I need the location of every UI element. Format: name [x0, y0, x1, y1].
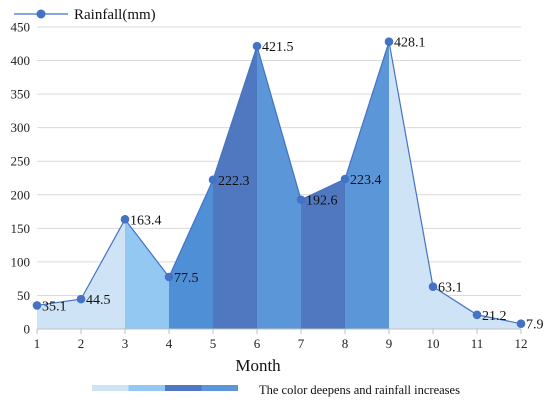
note-swatch-4	[201, 385, 238, 391]
x-tick-label-11: 11	[471, 336, 484, 351]
y-tick-label-50: 50	[17, 288, 30, 303]
color-note: The color deepens and rainfall increases	[92, 383, 460, 397]
area-segment-5	[213, 46, 257, 329]
data-point-7	[296, 195, 306, 205]
area-segment-4	[169, 179, 213, 329]
data-point-3	[120, 215, 130, 224]
area-segment-6	[257, 46, 301, 329]
area-segment-3	[125, 219, 169, 329]
x-tick-label-7: 7	[298, 336, 305, 351]
y-tick-label-250: 250	[11, 154, 31, 169]
data-label-11: 21.2	[482, 309, 507, 324]
x-tick-label-6: 6	[254, 336, 261, 351]
x-tick-label-3: 3	[122, 336, 129, 351]
data-point-1	[32, 301, 42, 310]
area-segment-9	[389, 41, 433, 330]
y-tick-label-200: 200	[11, 187, 31, 202]
data-label-3: 163.4	[130, 213, 162, 228]
data-label-8: 223.4	[350, 173, 382, 188]
data-point-11	[472, 310, 482, 320]
data-point-8	[340, 174, 350, 184]
x-tick-label-2: 2	[78, 336, 85, 351]
data-label-9: 428.1	[394, 36, 426, 51]
area-segment-11	[477, 314, 521, 329]
note-swatches	[92, 385, 238, 391]
label-layer: 35.1 44.5 163.4 77.5 222.3 421.5 192.6 223.4 428…	[42, 36, 544, 333]
area-segment-10	[433, 286, 477, 329]
area-segment-8	[345, 41, 389, 330]
y-tick-label-400: 400	[11, 53, 31, 68]
area-layer	[37, 41, 521, 330]
x-tick-label-1: 1	[34, 336, 41, 351]
data-point-12	[516, 319, 526, 328]
y-tick-label-350: 350	[11, 87, 31, 102]
data-label-2: 44.5	[86, 293, 111, 308]
legend: Rainfall(mm)	[14, 7, 156, 23]
area-segment-1	[37, 299, 81, 329]
y-tick-label-450: 450	[11, 20, 31, 35]
x-tick-label-9: 9	[386, 336, 393, 351]
note-swatch-3	[165, 385, 202, 391]
data-label-12: 7.9	[526, 318, 544, 333]
legend-marker	[36, 9, 46, 19]
data-label-4: 77.5	[174, 271, 199, 286]
area-segment-2	[81, 219, 125, 329]
data-label-10: 63.1	[438, 281, 463, 296]
line-layer	[36, 41, 522, 325]
data-point-9	[384, 37, 394, 46]
y-tick-label-150: 150	[11, 221, 31, 236]
data-label-7: 192.6	[306, 194, 338, 209]
y-tick-label-0: 0	[24, 322, 31, 337]
x-tick-label-10: 10	[427, 336, 440, 351]
y-tick-label-300: 300	[11, 120, 31, 135]
x-tick-label-5: 5	[210, 336, 217, 351]
note-swatch-1	[92, 385, 129, 391]
data-label-5: 222.3	[218, 174, 250, 189]
data-point-5	[208, 175, 218, 185]
data-point-10	[428, 282, 438, 291]
area-segment-7	[301, 179, 345, 329]
data-point-2	[76, 294, 86, 304]
marker-layer	[32, 37, 526, 328]
y-tick-label-100: 100	[11, 254, 31, 269]
data-label-6: 421.5	[262, 40, 294, 55]
data-point-6	[252, 41, 262, 51]
data-label-1: 35.1	[42, 299, 67, 314]
x-axis-title: Month	[235, 356, 281, 375]
legend-label: Rainfall(mm)	[74, 7, 156, 23]
note-swatch-2	[128, 385, 165, 391]
color-note-text: The color deepens and rainfall increases	[259, 383, 460, 397]
x-tick-label-12: 12	[515, 336, 528, 351]
x-tick-label-8: 8	[342, 336, 349, 351]
x-tick-label-4: 4	[166, 336, 173, 351]
series-line	[36, 41, 522, 325]
data-point-4	[164, 272, 174, 282]
